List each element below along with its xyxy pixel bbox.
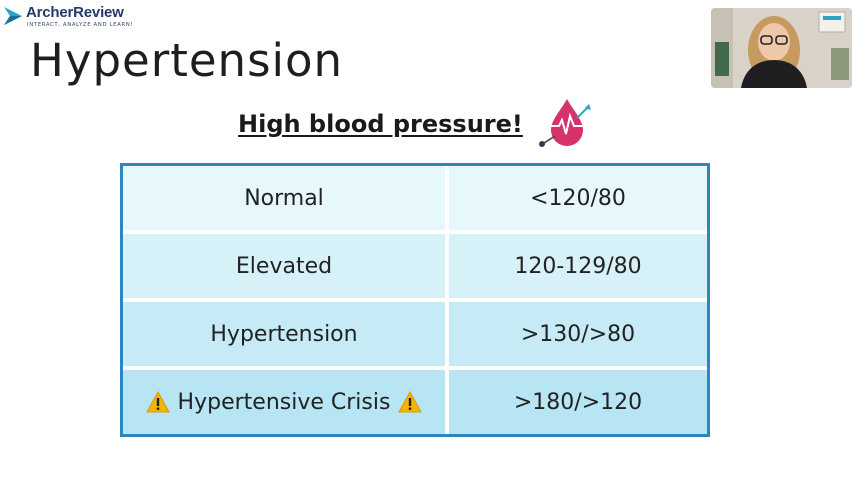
value-label: >130/>80	[520, 321, 636, 347]
value-label: <120/80	[530, 185, 626, 211]
category-label: Elevated	[235, 253, 333, 279]
value-cell: >130/>80	[449, 302, 707, 366]
brand-name: ArcherReview	[26, 4, 124, 21]
warning-icon	[145, 391, 170, 413]
slide-title: Hypertension	[30, 34, 344, 87]
brand-tagline: INTERACT, ANALYZE AND LEARN!	[27, 22, 134, 28]
category-label: Normal	[244, 185, 324, 211]
category-cell: Elevated	[123, 234, 445, 298]
presenter-webcam	[711, 8, 852, 88]
warning-icon	[398, 391, 423, 413]
archer-logo-icon	[4, 7, 22, 25]
category-label: Hypertension	[210, 321, 358, 347]
slide-subtitle: High blood pressure!	[238, 110, 523, 138]
category-cell: Normal	[123, 166, 445, 230]
category-label: Hypertensive Crisis	[177, 389, 391, 415]
value-cell: >180/>120	[449, 370, 707, 434]
value-cell: <120/80	[449, 166, 707, 230]
presenter-video-frame	[711, 8, 852, 88]
blood-pressure-table: Normal <120/80 Elevated 120-129/80 Hyper…	[120, 163, 710, 437]
value-label: 120-129/80	[514, 253, 642, 279]
value-label: >180/>120	[513, 389, 643, 415]
value-cell: 120-129/80	[449, 234, 707, 298]
archer-review-logo: ArcherReview INTERACT, ANALYZE AND LEARN…	[4, 4, 144, 32]
category-cell: Hypertensive Crisis	[123, 370, 445, 434]
category-cell: Hypertension	[123, 302, 445, 366]
blood-drop-heartbeat-icon	[539, 99, 591, 147]
